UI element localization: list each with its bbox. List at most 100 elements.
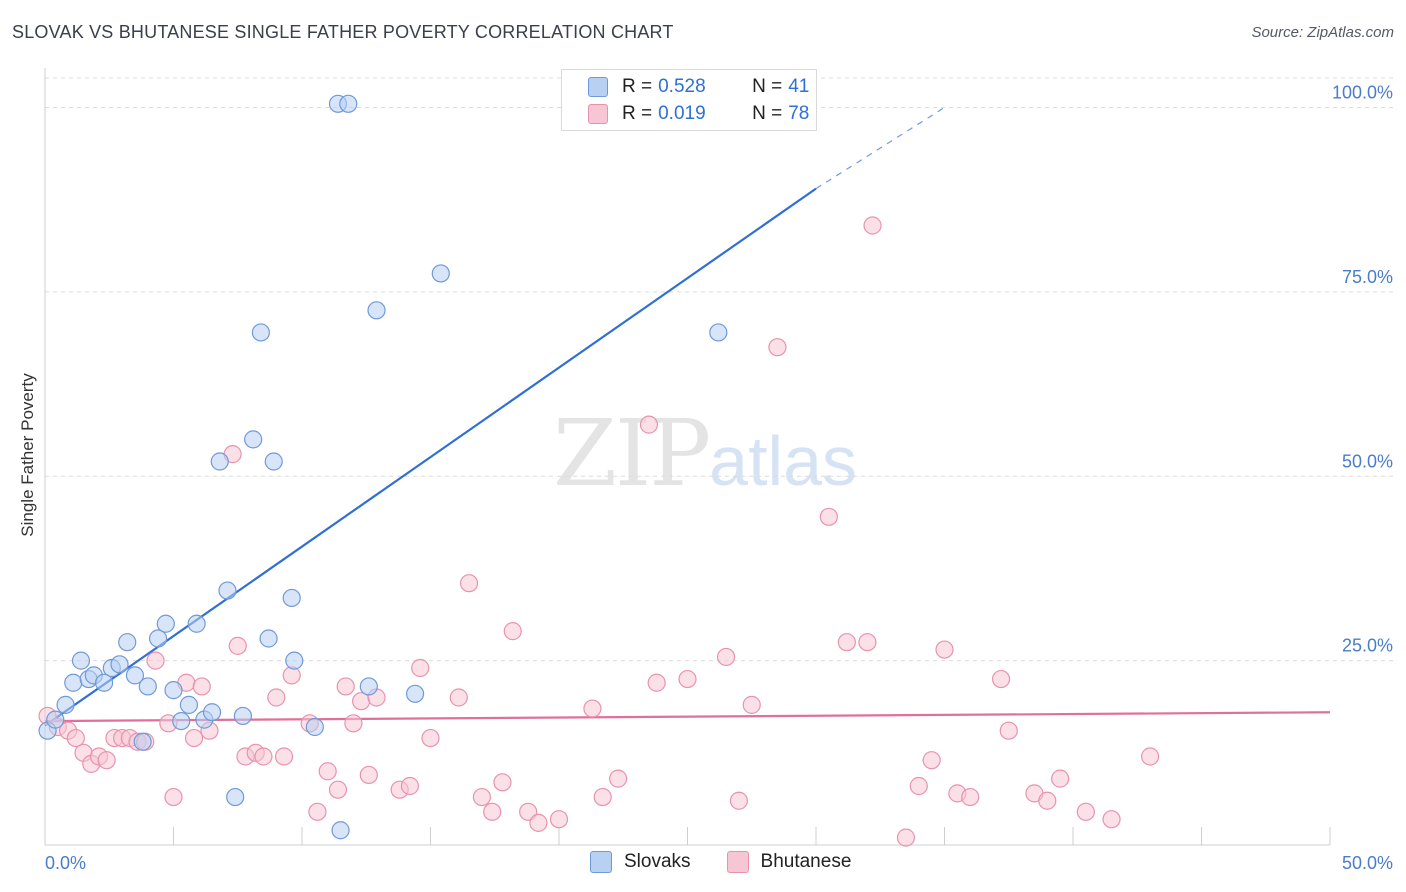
slovaks-point <box>251 323 270 342</box>
slovaks-point <box>202 703 222 722</box>
tick-labels: 25.0% 50.0% 75.0% 100.0% 0.0% 50.0% <box>45 83 1393 874</box>
legend-swatch-slovaks <box>588 77 608 97</box>
y-tick-label: 25.0% <box>1342 636 1393 656</box>
bhutanese-point <box>308 802 327 821</box>
slovaks-point <box>210 452 229 471</box>
y-tick-label: 75.0% <box>1342 267 1393 287</box>
bhutanese-point <box>493 773 512 792</box>
watermark-atlas: atlas <box>709 422 858 500</box>
slovaks-point <box>259 629 278 648</box>
bhutanese-point <box>400 776 420 796</box>
slovaks-point <box>285 651 304 670</box>
bhutanese-point <box>863 216 882 235</box>
bhutanese-point <box>896 828 916 847</box>
bhutanese-point <box>274 747 294 766</box>
bhutanese-point <box>583 699 602 718</box>
slovaks-point <box>218 581 237 600</box>
legend-n-label: N = <box>752 103 783 124</box>
series-label-bhutanese: Bhutanese <box>760 851 852 872</box>
bhutanese-point <box>639 415 659 434</box>
slovaks-point <box>156 614 175 633</box>
bhutanese-point <box>146 651 165 670</box>
slovaks-point <box>187 614 206 633</box>
bhutanese-point <box>935 640 954 659</box>
bhutanese-point <box>768 338 787 357</box>
bhutanese-point <box>678 669 697 689</box>
slovaks-regression-line <box>44 187 817 727</box>
slovaks-point <box>110 655 129 674</box>
data-points <box>38 94 1160 847</box>
slovaks-point <box>331 821 350 840</box>
bhutanese-point <box>318 762 337 781</box>
slovaks-point <box>46 710 65 729</box>
bhutanese-regression-line <box>44 711 1331 723</box>
bhutanese-point <box>729 791 749 810</box>
legend-r-label: R = <box>622 103 653 124</box>
x-tick-label: 0.0% <box>45 853 86 873</box>
slovaks-point <box>339 94 358 113</box>
bhutanese-point <box>742 695 761 714</box>
slovaks-point <box>264 452 283 471</box>
x-tick-label: 50.0% <box>1342 853 1393 873</box>
y-tick-label: 50.0% <box>1342 451 1393 471</box>
slovaks-point <box>709 323 728 342</box>
bhutanese-point <box>1076 802 1095 821</box>
bhutanese-point <box>819 507 838 526</box>
bhutanese-point <box>459 574 479 593</box>
slovaks-point <box>172 711 191 731</box>
slovaks-point <box>71 651 91 670</box>
bhutanese-point <box>716 647 736 667</box>
bhutanese-point <box>254 747 273 766</box>
bhutanese-point <box>549 810 569 829</box>
slovaks-point <box>405 684 425 703</box>
legend-r-value: 0.528 <box>658 76 706 97</box>
bhutanese-point <box>328 780 348 799</box>
bhutanese-point <box>858 633 877 652</box>
legend-row-bhutanese: R = 0.019 N = 78 <box>588 101 809 127</box>
slovaks-point <box>56 695 75 714</box>
bhutanese-point <box>344 714 363 733</box>
bhutanese-point <box>164 787 183 807</box>
bhutanese-point <box>411 658 430 678</box>
slovaks-regression-extension <box>815 106 945 190</box>
regression-lines <box>44 106 1331 727</box>
bhutanese-point <box>1051 769 1070 788</box>
chart-title: SLOVAK VS BHUTANESE SINGLE FATHER POVERT… <box>12 22 674 42</box>
bhutanese-point <box>267 688 286 707</box>
series-legend-slovaks[interactable]: Slovaks <box>590 851 691 873</box>
bhutanese-point <box>961 787 980 807</box>
slovaks-point <box>179 695 199 714</box>
legend-r-label: R = <box>622 76 653 97</box>
bhutanese-point <box>999 721 1018 740</box>
legend-n-label: N = <box>752 76 783 97</box>
series-legend: Slovaks Bhutanese <box>590 851 887 873</box>
bhutanese-point <box>336 677 355 696</box>
legend-row-slovaks: R = 0.528 N = 41 <box>588 74 809 100</box>
slovaks-point <box>95 673 114 692</box>
slovaks-point <box>133 732 152 751</box>
legend-swatch-bhutanese <box>588 104 608 124</box>
bhutanese-point <box>647 673 666 692</box>
slovaks-point <box>305 717 324 737</box>
bhutanese-point <box>593 787 612 807</box>
bhutanese-point <box>421 728 440 748</box>
slovaks-point <box>138 677 157 696</box>
slovaks-point <box>367 301 386 320</box>
bhutanese-point <box>282 666 301 685</box>
bhutanese-point <box>66 728 85 748</box>
bhutanese-point <box>837 633 856 652</box>
y-tick-label: 100.0% <box>1332 83 1393 103</box>
series-legend-bhutanese[interactable]: Bhutanese <box>726 851 852 873</box>
bhutanese-point <box>922 751 941 770</box>
bhutanese-point <box>1038 791 1057 810</box>
bhutanese-point <box>503 622 522 641</box>
legend-r-value: 0.019 <box>658 103 706 124</box>
bhutanese-point <box>449 688 468 707</box>
bhutanese-point <box>228 636 247 655</box>
bhutanese-point <box>529 813 548 832</box>
slovaks-point <box>164 681 183 700</box>
slovaks-point <box>431 264 450 283</box>
bhutanese-point <box>359 765 378 785</box>
grid-lines <box>45 77 1395 662</box>
bhutanese-point <box>609 769 628 788</box>
